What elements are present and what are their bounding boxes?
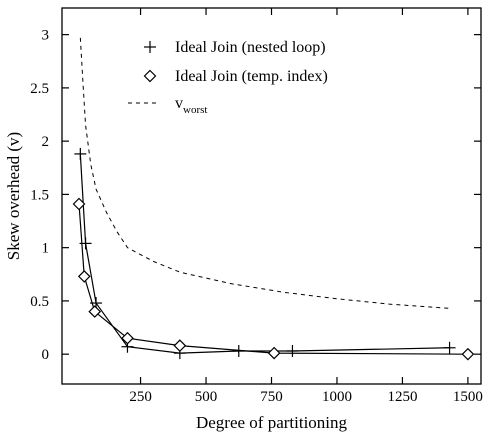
x-tick-label: 1000: [322, 389, 352, 405]
y-tick-label: 2.5: [30, 81, 49, 97]
x-tick-label: 1500: [453, 389, 483, 405]
data-point: [173, 339, 187, 353]
data-point: [121, 331, 134, 345]
x-tick-label: 1250: [387, 389, 417, 405]
data-point: [88, 305, 102, 318]
plot-frame: [61, 7, 482, 385]
series-line: [79, 153, 450, 354]
legend-item-3: vworst: [128, 95, 207, 116]
series-layer: [72, 37, 475, 361]
data-point: [267, 346, 281, 360]
y-tick-label: 1: [42, 241, 50, 257]
legend-label: Ideal Join (nested loop): [175, 39, 326, 56]
legend-label: Ideal Join (temp. index): [175, 68, 328, 85]
data-point: [443, 341, 456, 354]
y-tick-label: 1.5: [30, 187, 49, 203]
legend-item-2: Ideal Join (temp. index): [143, 68, 328, 85]
data-point: [286, 344, 299, 357]
legend: Ideal Join (nested loop) Ideal Join (temp…: [128, 39, 328, 116]
axis-ticks: 250 500 750 1000 1250 1500 0 0.5 1 1.5 2 2.5 3: [30, 8, 483, 405]
data-point: [461, 347, 475, 361]
series-line: [78, 203, 468, 355]
plot-border: [61, 7, 482, 385]
data-point: [74, 147, 87, 160]
legend-marker: [143, 69, 157, 83]
data-point: [77, 270, 91, 283]
y-tick-label: 0: [42, 347, 50, 363]
y-axis-title: Skew overhead (v): [4, 132, 23, 260]
x-tick-label: 250: [129, 389, 152, 405]
legend-label: vworst: [175, 95, 207, 116]
series-1: [74, 147, 456, 360]
series-3: [79, 37, 450, 309]
y-tick-label: 3: [42, 28, 50, 44]
series-line: [79, 37, 450, 309]
y-tick-label: 2: [42, 134, 50, 150]
legend-item-1: Ideal Join (nested loop): [144, 39, 326, 56]
x-tick-label: 500: [195, 389, 218, 405]
x-axis-title: Degree of partitioning: [196, 413, 348, 432]
y-tick-label: 0.5: [30, 294, 49, 310]
legend-marker: [144, 41, 156, 53]
x-tick-label: 750: [260, 389, 283, 405]
data-point: [72, 197, 86, 211]
series-2: [72, 197, 475, 361]
